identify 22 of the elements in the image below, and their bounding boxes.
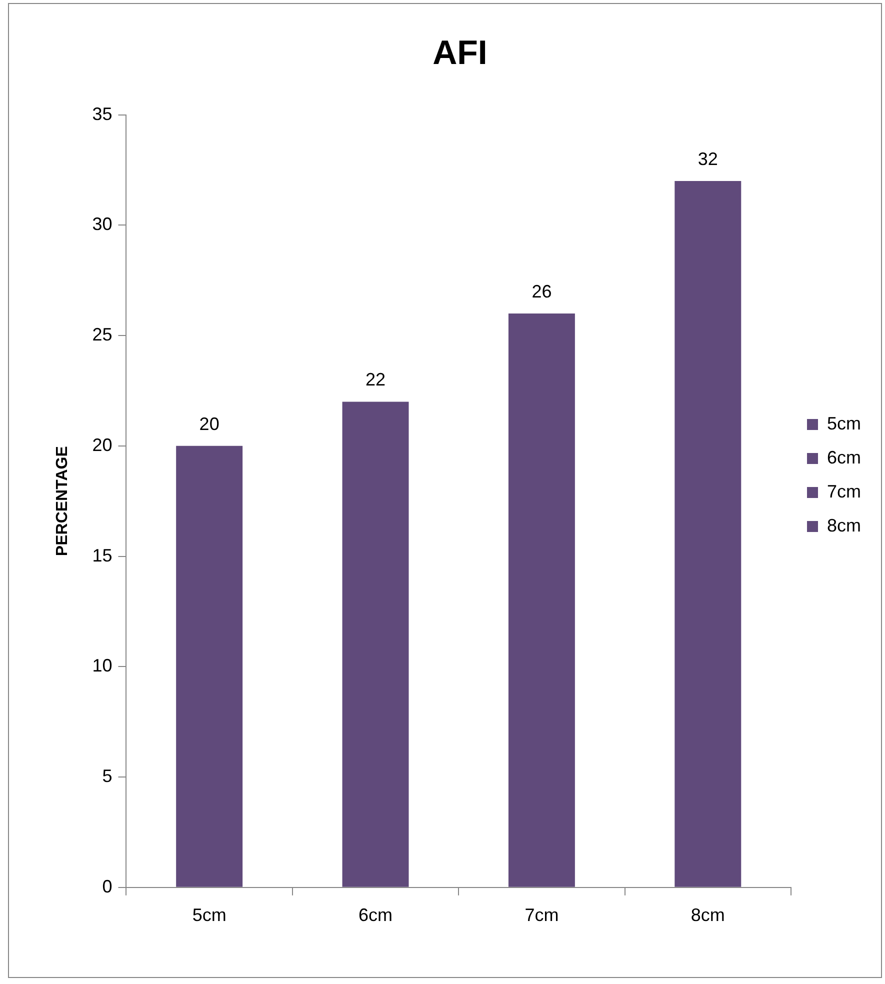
x-tick-label: 8cm xyxy=(690,905,725,926)
y-tick-label: 20 xyxy=(92,434,112,455)
y-tick-label: 5 xyxy=(102,766,112,786)
data-label: 26 xyxy=(532,281,552,302)
y-tick-label: 0 xyxy=(102,876,112,896)
chart-title: AFI xyxy=(432,34,488,72)
legend-label: 6cm xyxy=(826,447,862,468)
y-tick-label: 25 xyxy=(92,324,112,345)
legend-label: 8cm xyxy=(826,515,862,536)
legend-label: 5cm xyxy=(826,413,862,434)
y-tick-label: 35 xyxy=(92,104,112,124)
legend-label: 7cm xyxy=(826,481,862,502)
y-axis-title: PERCENTAGE xyxy=(54,446,72,556)
data-label: 22 xyxy=(365,370,386,390)
y-tick-label: 10 xyxy=(92,656,112,676)
data-label: 20 xyxy=(199,414,220,434)
x-tick-label: 7cm xyxy=(524,905,559,926)
x-tick-label: 6cm xyxy=(358,905,393,926)
data-label: 32 xyxy=(698,148,718,169)
x-tick-label: 5cm xyxy=(192,905,226,926)
y-tick-label: 15 xyxy=(92,545,112,566)
y-tick-label: 30 xyxy=(92,214,112,234)
